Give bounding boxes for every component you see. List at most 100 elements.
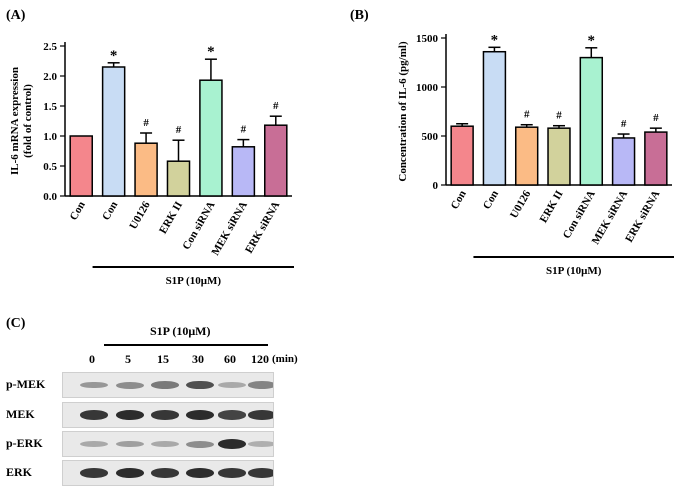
- blot-treatment-bar: [104, 344, 268, 346]
- blot-band: [116, 440, 144, 448]
- blot-strip: [62, 460, 274, 486]
- y-axis-label: IL-6 mRNA expression: [9, 67, 21, 175]
- blot-band: [80, 410, 108, 420]
- treatment-label: S1P (10μM): [166, 275, 222, 287]
- y-tick-label: 500: [422, 131, 439, 143]
- x-tick-label: Con: [449, 189, 469, 212]
- blot-band: [151, 468, 179, 478]
- x-tick-label: ERK siRNA: [623, 188, 662, 244]
- bar: [482, 50, 507, 186]
- blot-lane-label: 0: [89, 352, 95, 366]
- blot-band: [116, 468, 144, 478]
- bar: [166, 160, 191, 197]
- chart-b: 0 500 1000 1500 Concentration of IL-6 (pg/ml…: [397, 32, 674, 277]
- panel-label-b: (B): [350, 8, 369, 23]
- y-tick-label: 1500: [416, 33, 439, 45]
- x-tick-label: U0126: [508, 188, 534, 220]
- blot-strip: [62, 372, 274, 398]
- significance-hash: #: [241, 124, 247, 136]
- significance-hash: #: [556, 110, 562, 122]
- blot-band: [218, 468, 246, 478]
- blot-band: [116, 410, 144, 420]
- blot-lane-label: 120: [251, 352, 269, 366]
- blot-lane-label: 15: [157, 352, 169, 366]
- bar: [611, 137, 636, 186]
- y-tick-label: 1.5: [43, 101, 57, 113]
- blot-band: [80, 468, 108, 478]
- significance-star: *: [110, 48, 118, 64]
- blot-band: [248, 468, 273, 478]
- x-tick-label: Con: [481, 189, 501, 212]
- x-tick-label: U0126: [127, 199, 153, 231]
- blot-band: [248, 441, 273, 447]
- bar: [101, 66, 126, 197]
- significance-star: *: [207, 44, 215, 60]
- bar: [69, 135, 93, 197]
- x-tick-label: ERK siRNA: [243, 199, 282, 255]
- blot-row-label: ERK: [6, 465, 33, 479]
- significance-hash: #: [621, 118, 627, 130]
- treatment-label: S1P (10μM): [546, 265, 602, 277]
- blot-band: [186, 468, 214, 478]
- blot-band: [151, 381, 179, 389]
- significance-hash: #: [176, 124, 182, 136]
- bar: [450, 125, 474, 186]
- blot-row-label: p-ERK: [6, 436, 43, 450]
- significance-hash: #: [653, 112, 659, 124]
- significance-hash: #: [143, 117, 149, 129]
- significance-hash: #: [524, 109, 530, 121]
- western-blot-panel: S1P (10μM) 0 5 15 30 60 120 (min) p-MEK MEK p-E…: [0, 310, 682, 489]
- blot-lane-label: 5: [125, 352, 131, 366]
- blot-band: [186, 440, 214, 448]
- bar: [264, 124, 288, 197]
- y-axis-label: Concentration of IL-6 (pg/ml): [397, 41, 409, 182]
- blot-lane-label: 60: [224, 352, 236, 366]
- bar: [644, 131, 668, 186]
- x-tick-label: Con siRNA: [561, 188, 598, 240]
- significance-hash: #: [273, 100, 279, 112]
- blot-strip: [62, 402, 274, 428]
- y-tick-label: 0.5: [43, 161, 57, 173]
- bar: [579, 56, 604, 186]
- y-axis-label-2: (fold of control): [22, 84, 34, 158]
- blot-band: [186, 380, 214, 390]
- blot-band: [151, 410, 179, 420]
- y-tick-label: 2.5: [43, 41, 57, 53]
- blot-band: [248, 381, 273, 389]
- blot-row-label: p-MEK: [6, 377, 46, 391]
- blot-band: [80, 440, 108, 448]
- y-tick-label: 0: [433, 180, 439, 192]
- y-tick-label: 0.0: [43, 191, 57, 203]
- x-tick-label: Con siRNA: [180, 199, 217, 251]
- x-tick-label: ERK II: [538, 189, 566, 225]
- bar: [134, 142, 158, 197]
- y-tick-label: 2.0: [43, 71, 57, 83]
- significance-star: *: [491, 32, 499, 48]
- blot-band: [248, 410, 273, 420]
- blot-band: [218, 439, 246, 449]
- blot-time-unit: (min): [272, 353, 298, 365]
- x-tick-label: ERK II: [157, 200, 185, 236]
- blot-treatment-label: S1P (10μM): [150, 324, 211, 338]
- bar: [547, 127, 571, 186]
- chart-a: 0.0 0.5 1.0 1.5 2.0 2.5 IL-6 mRNA expression (f…: [9, 41, 294, 287]
- significance-star: *: [588, 33, 596, 49]
- blot-strip: [62, 431, 274, 457]
- y-tick-label: 1000: [416, 82, 439, 94]
- blot-band: [218, 410, 246, 420]
- bar: [231, 146, 256, 197]
- panel-label-a: (A): [6, 8, 26, 23]
- x-tick-label: Con: [100, 200, 120, 223]
- bar: [514, 126, 539, 186]
- blot-band: [116, 381, 144, 389]
- x-tick-label: Con: [68, 200, 88, 223]
- blot-band: [151, 440, 179, 448]
- blot-band: [80, 381, 108, 389]
- blot-band: [186, 410, 214, 420]
- panel-label-c: (C): [6, 316, 26, 331]
- blot-lane-label: 30: [192, 352, 204, 366]
- y-tick-label: 1.0: [43, 131, 57, 143]
- bar: [199, 79, 223, 197]
- blot-band: [218, 381, 246, 389]
- blot-row-label: MEK: [6, 407, 35, 421]
